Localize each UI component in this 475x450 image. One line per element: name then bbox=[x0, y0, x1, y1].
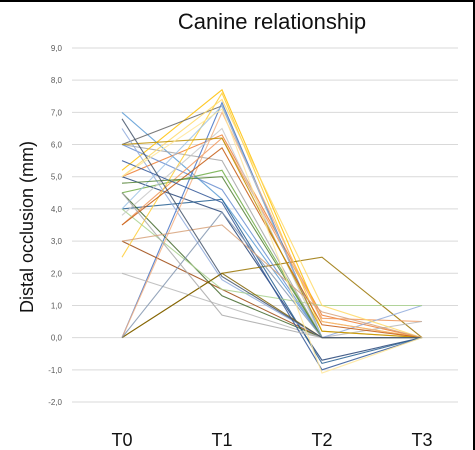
series-line bbox=[121, 108, 423, 374]
y-axis-label: Distal occlusion (mm) bbox=[17, 141, 37, 313]
y-tick-label: 8,0 bbox=[51, 76, 63, 85]
x-tick-label: T0 bbox=[111, 430, 132, 450]
y-tick-label: 7,0 bbox=[51, 108, 63, 117]
y-tick-label: 5,0 bbox=[51, 173, 63, 182]
y-axis-ticks: 9,0 8,0 7,0 6,0 5,0 4,0 3,0 2,0 1,0 0,0 -1,0 -2,0 bbox=[48, 44, 62, 407]
frame-top-border bbox=[0, 0, 475, 2]
x-tick-label: T2 bbox=[311, 430, 332, 450]
series-line bbox=[121, 111, 423, 339]
x-axis-ticks: T0 T1 T2 T3 bbox=[111, 430, 432, 450]
x-tick-label: T1 bbox=[211, 430, 232, 450]
gridlines bbox=[72, 47, 458, 403]
series-line bbox=[121, 169, 422, 339]
y-tick-label: -1,0 bbox=[48, 366, 62, 375]
series-line bbox=[121, 104, 422, 339]
series-lines bbox=[121, 88, 423, 374]
y-tick-label: -2,0 bbox=[48, 398, 62, 407]
series-line bbox=[121, 224, 423, 339]
series-line bbox=[121, 208, 422, 307]
series-line bbox=[121, 160, 423, 371]
y-tick-label: 0,0 bbox=[51, 334, 63, 343]
y-tick-label: 3,0 bbox=[51, 237, 63, 246]
y-tick-label: 4,0 bbox=[51, 205, 63, 214]
y-tick-label: 9,0 bbox=[51, 44, 63, 53]
series-line bbox=[121, 118, 422, 339]
series-line bbox=[121, 137, 423, 339]
chart-title: Canine relationship bbox=[178, 9, 366, 34]
series-line bbox=[121, 98, 423, 339]
y-tick-label: 1,0 bbox=[51, 301, 63, 310]
series-line bbox=[121, 137, 423, 323]
y-tick-label: 6,0 bbox=[51, 141, 63, 150]
series-line bbox=[121, 101, 422, 339]
series-line bbox=[121, 134, 423, 339]
series-line bbox=[121, 146, 423, 339]
y-tick-label: 2,0 bbox=[51, 269, 63, 278]
x-tick-label: T3 bbox=[411, 430, 432, 450]
frame-right-border bbox=[473, 0, 475, 450]
